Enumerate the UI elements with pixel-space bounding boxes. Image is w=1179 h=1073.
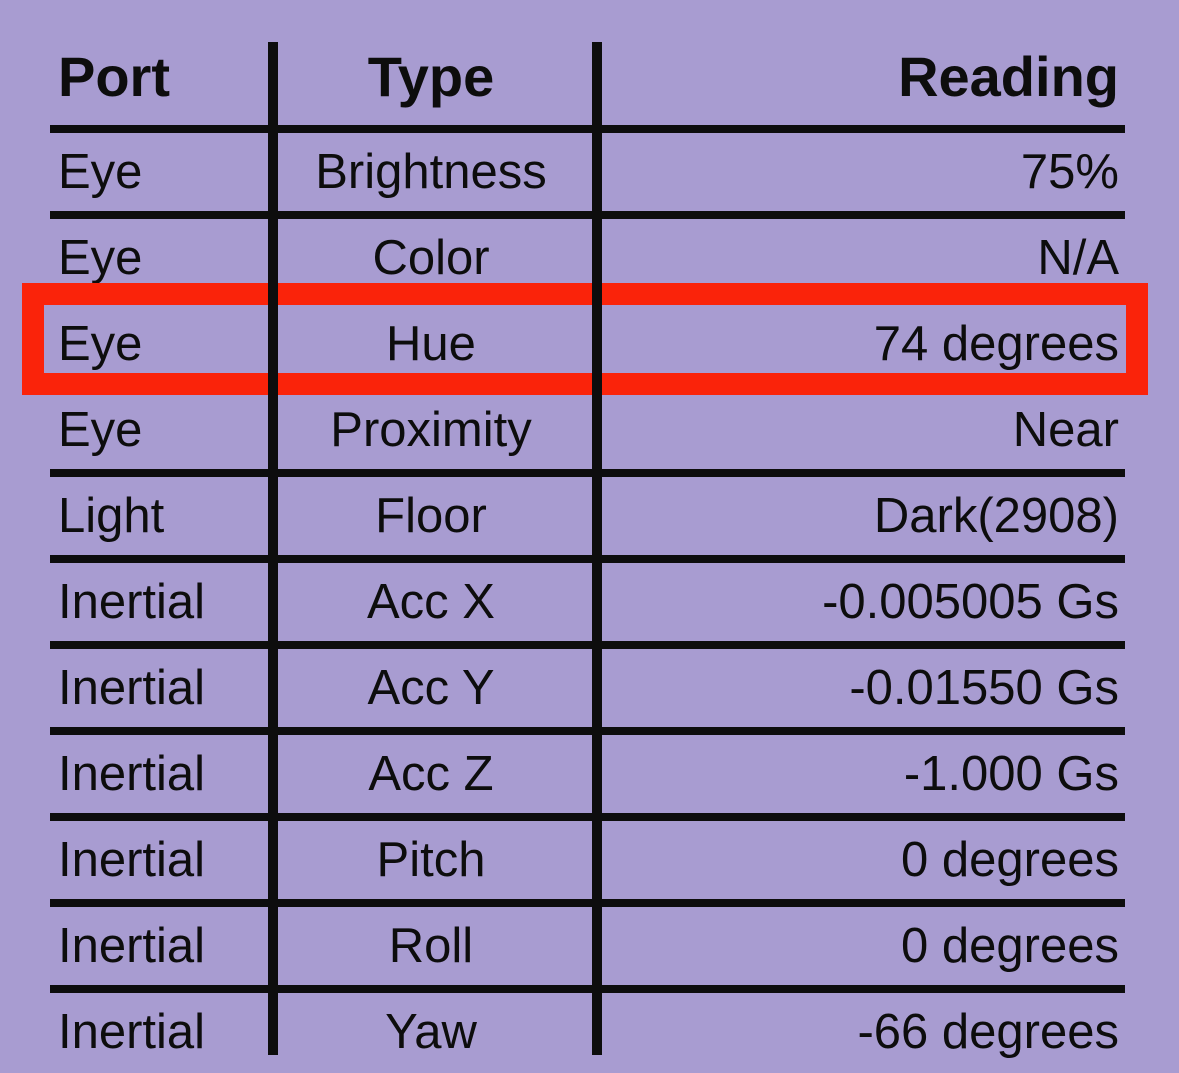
- port-cell: Inertial: [58, 660, 206, 715]
- table-row: Inertial Acc X -0.005005 Gs: [50, 563, 1125, 649]
- type-cell: Hue: [386, 316, 476, 371]
- reading-cell: -0.005005 Gs: [822, 574, 1119, 629]
- port-cell: Eye: [58, 230, 143, 285]
- type-cell: Proximity: [330, 402, 532, 457]
- type-cell: Floor: [375, 488, 487, 543]
- table-row: Light Floor Dark(2908): [50, 477, 1125, 563]
- reading-cell: -0.01550 Gs: [849, 660, 1119, 715]
- reading-cell: 0 degrees: [901, 832, 1119, 887]
- type-cell: Acc Z: [368, 746, 494, 801]
- port-cell: Inertial: [58, 574, 206, 629]
- port-cell: Inertial: [58, 918, 206, 973]
- reading-cell: Dark(2908): [873, 488, 1119, 543]
- table-row: Inertial Acc Z -1.000 Gs: [50, 735, 1125, 821]
- reading-cell: 0 degrees: [901, 918, 1119, 973]
- table-header-row: Port Type Reading: [50, 28, 1125, 133]
- column-header-type: Type: [367, 44, 495, 108]
- type-cell: Pitch: [376, 832, 486, 887]
- table-row: Inertial Pitch 0 degrees: [50, 821, 1125, 907]
- type-cell: Color: [372, 230, 490, 285]
- table-row: Inertial Yaw -66 degrees: [50, 993, 1125, 1071]
- column-header-reading: Reading: [898, 44, 1119, 108]
- highlight-annotation-box: [22, 283, 1148, 395]
- reading-cell: N/A: [1037, 230, 1119, 285]
- port-cell: Inertial: [58, 746, 206, 801]
- type-cell: Roll: [388, 918, 474, 973]
- reading-cell: Near: [1012, 402, 1119, 457]
- port-cell: Eye: [58, 316, 143, 371]
- column-divider: [592, 42, 602, 1055]
- port-cell: Eye: [58, 144, 143, 199]
- port-cell: Eye: [58, 402, 143, 457]
- port-cell: Light: [58, 488, 165, 543]
- column-divider: [268, 42, 278, 1055]
- column-header-port: Port: [58, 44, 170, 108]
- type-cell: Brightness: [315, 144, 547, 199]
- table-row: Inertial Roll 0 degrees: [50, 907, 1125, 993]
- reading-cell: 74 degrees: [873, 316, 1119, 371]
- sensor-readings-table: Port Type Reading Eye Brightness 75% Eye…: [50, 28, 1125, 1071]
- type-cell: Acc X: [367, 574, 495, 629]
- port-cell: Inertial: [58, 1004, 206, 1059]
- reading-cell: -66 degrees: [857, 1004, 1119, 1059]
- type-cell: Yaw: [385, 1004, 477, 1059]
- type-cell: Acc Y: [367, 660, 495, 715]
- table-row: Eye Proximity Near: [50, 391, 1125, 477]
- table-row: Eye Brightness 75%: [50, 133, 1125, 219]
- reading-cell: -1.000 Gs: [903, 746, 1119, 801]
- reading-cell: 75%: [1020, 144, 1119, 199]
- port-cell: Inertial: [58, 832, 206, 887]
- table-row: Inertial Acc Y -0.01550 Gs: [50, 649, 1125, 735]
